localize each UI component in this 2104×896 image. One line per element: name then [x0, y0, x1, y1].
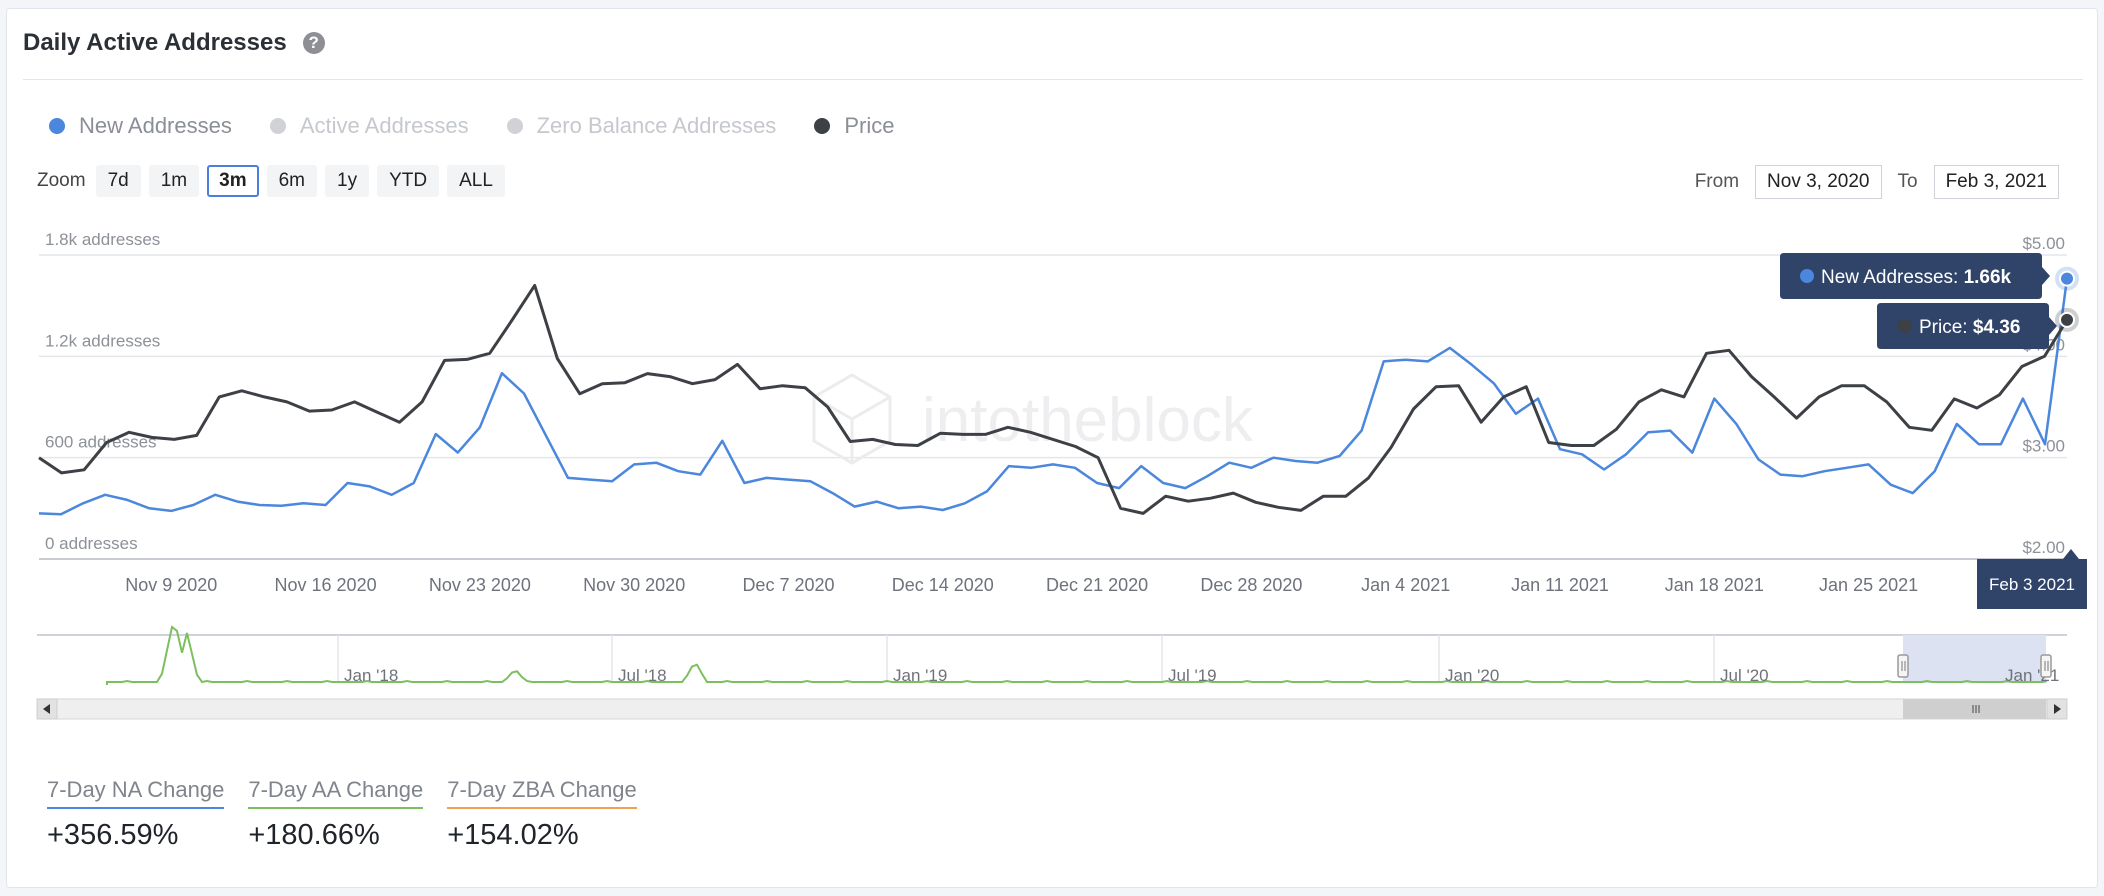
stat-label: 7-Day NA Change [47, 777, 225, 809]
navigator-axis-label: Jan '19 [893, 666, 947, 685]
tooltip-dot-icon [1800, 269, 1814, 283]
y-right-tick-label: $3.00 [2022, 437, 2065, 456]
stat-value: +180.66% [248, 819, 380, 851]
tooltip-dot-icon [1898, 319, 1912, 333]
zoom-3m-button[interactable]: 3m [207, 165, 259, 197]
y-left-tick-label: 0 addresses [45, 534, 138, 553]
stat-value: +356.59% [47, 819, 179, 851]
legend-item-new-addresses[interactable]: New Addresses [49, 113, 232, 139]
legend-label: Active Addresses [299, 113, 469, 138]
navigator-selection[interactable] [1903, 635, 2046, 683]
stat-value: +154.02% [447, 819, 579, 851]
x-tick-label: Nov 30 2020 [583, 575, 685, 595]
navigator-series [106, 625, 2048, 685]
watermark-logo-icon [812, 373, 892, 465]
navigator-scrollbar[interactable] [36, 698, 2068, 720]
zoom-ytd-button[interactable]: YTD [377, 165, 440, 197]
price-series-line [38, 283, 2069, 515]
to-date-input[interactable]: Feb 3, 2021 [1933, 165, 2059, 199]
zoom-6m-button[interactable]: 6m [266, 165, 317, 197]
y-right-tick-label: $5.00 [2022, 234, 2065, 253]
change-stats: 7-Day NA Change +356.59% 7-Day AA Change… [47, 777, 661, 852]
x-tick-label: Dec 21 2020 [1046, 575, 1148, 595]
date-range: From Nov 3, 2020 To Feb 3, 2021 [1695, 165, 2059, 199]
zoom-1m-button[interactable]: 1m [148, 165, 200, 197]
legend-item-zero-balance-addresses[interactable]: Zero Balance Addresses [506, 113, 777, 139]
header-divider [23, 79, 2083, 80]
legend-item-active-addresses[interactable]: Active Addresses [269, 113, 469, 139]
tooltip-na-value: 1.66k [1964, 267, 2012, 288]
navigator-axis-label: Jan '20 [1445, 666, 1499, 685]
tooltip-new-addresses: New Addresses: 1.66k [1780, 253, 2050, 299]
zoom-all-button[interactable]: ALL [447, 165, 505, 197]
navigator-axis-label: Jul '18 [618, 666, 667, 685]
line-chart[interactable]: intotheblock 0 addresses $2.00 600 address… [7, 219, 2099, 759]
y-left-tick-label: 1.2k addresses [45, 331, 160, 350]
x-tick-label: Jan 25 2021 [1819, 575, 1918, 595]
zoom-controls: Zoom 7d 1m 3m 6m 1y YTD ALL [37, 165, 513, 197]
stat-aa-change: 7-Day AA Change +180.66% [248, 777, 424, 852]
tooltip-price: Price: $4.36 [1877, 303, 2057, 349]
daily-active-addresses-widget: Daily Active Addresses ? New Addresses A… [6, 8, 2098, 888]
legend-dot-icon [49, 118, 65, 134]
navigator-left-handle[interactable] [1897, 654, 1909, 678]
zoom-label: Zoom [37, 170, 86, 191]
navigator-right-handle[interactable] [2040, 654, 2052, 678]
navigator-axis-label: Jul '20 [1720, 666, 1769, 685]
scrollbar-thumb[interactable] [1903, 699, 2046, 719]
legend-dot-icon [506, 118, 523, 134]
widget-header: Daily Active Addresses ? [23, 29, 325, 57]
legend-item-price[interactable]: Price [814, 113, 894, 139]
x-tick-label: Nov 16 2020 [275, 575, 377, 595]
stat-label: 7-Day AA Change [248, 777, 424, 809]
x-tick-label: Dec 14 2020 [892, 575, 994, 595]
navigator-axis-label: Jan '18 [344, 666, 398, 685]
y-left-tick-label: 600 addresses [45, 433, 157, 452]
hover-marker [2059, 311, 2075, 328]
tooltip-price-value: $4.36 [1973, 317, 2021, 338]
hover-marker [2059, 270, 2075, 287]
scroll-left-arrow-icon [43, 704, 50, 714]
x-tick-label: Dec 28 2020 [1200, 575, 1302, 595]
x-tick-label: Jan 4 2021 [1361, 575, 1450, 595]
watermark-text: intotheblock [922, 386, 1254, 455]
chart-legend: New Addresses Active Addresses Zero Bala… [49, 113, 932, 139]
svg-text:New Addresses: 1.66k: New Addresses: 1.66k [1821, 267, 2012, 288]
tooltip-na-label: New Addresses: [1821, 267, 1958, 288]
stat-zba-change: 7-Day ZBA Change +154.02% [447, 777, 637, 852]
x-tick-label: Dec 7 2020 [742, 575, 834, 595]
x-tick-label: Jan 18 2021 [1665, 575, 1764, 595]
navigator-axis-label: Jul '19 [1168, 666, 1217, 685]
from-date-input[interactable]: Nov 3, 2020 [1755, 165, 1882, 199]
legend-dot-icon [269, 118, 286, 134]
y-right-tick-label: $2.00 [2022, 538, 2065, 557]
legend-label: New Addresses [79, 113, 232, 138]
crosshair-date-text: Feb 3 2021 [1989, 575, 2075, 594]
to-label: To [1897, 171, 1918, 192]
x-tick-label: Nov 9 2020 [125, 575, 217, 595]
legend-label: Price [844, 113, 895, 138]
stat-label: 7-Day ZBA Change [447, 777, 637, 809]
crosshair-date-label: Feb 3 2021 [1977, 549, 2087, 609]
help-icon[interactable]: ? [302, 32, 325, 54]
range-navigator[interactable]: Jan '18 Jul '18 Jan '19 Jul '19 Jan '20 Jul '… [7, 617, 2099, 727]
zoom-7d-button[interactable]: 7d [95, 165, 141, 197]
y-left-tick-label: 1.8k addresses [45, 230, 160, 249]
x-tick-label: Nov 23 2020 [429, 575, 531, 595]
legend-label: Zero Balance Addresses [536, 113, 777, 138]
scroll-right-arrow-icon [2054, 704, 2061, 714]
svg-text:Price: $4.36: Price: $4.36 [1919, 317, 2020, 338]
x-tick-label: Jan 11 2021 [1511, 575, 1609, 595]
zoom-1y-button[interactable]: 1y [325, 165, 370, 197]
tooltip-price-label: Price: [1919, 317, 1968, 338]
widget-title: Daily Active Addresses [23, 29, 287, 56]
new-addresses-series-line [38, 278, 2069, 516]
legend-dot-icon [814, 118, 831, 134]
from-label: From [1694, 171, 1740, 192]
stat-na-change: 7-Day NA Change +356.59% [47, 777, 225, 852]
